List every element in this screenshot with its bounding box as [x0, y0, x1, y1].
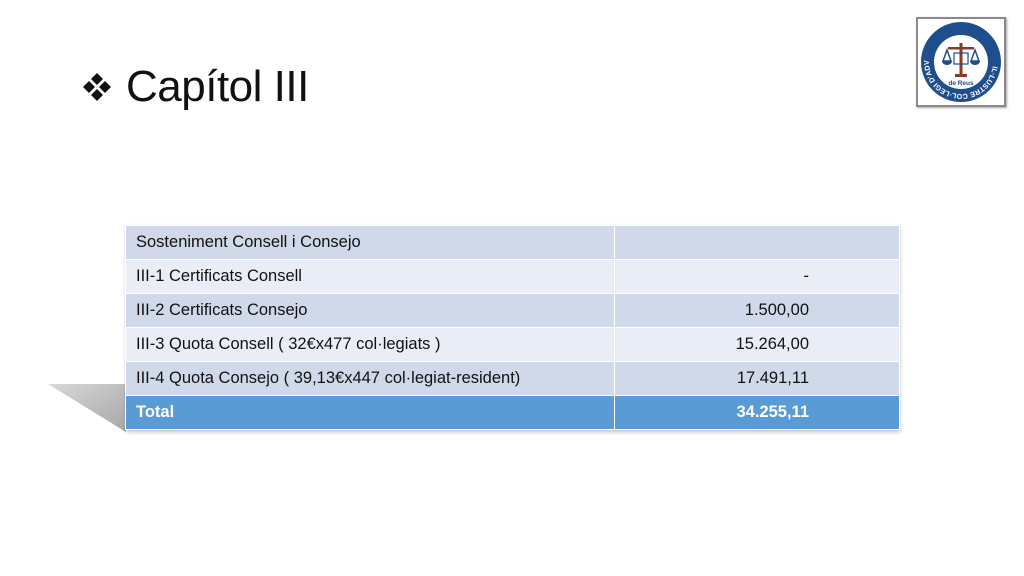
budget-table: Sosteniment Consell i Consejo III-1 Cert…	[125, 225, 900, 430]
logo-bottom-text: de Reus	[948, 80, 974, 87]
table-row: III-2 Certificats Consejo 1.500,00	[125, 293, 900, 328]
table-cell-label: III-3 Quota Consell ( 32€x477 col·legiat…	[125, 327, 615, 362]
table-cell-value: -	[614, 259, 900, 294]
total-label: Total	[125, 395, 615, 430]
table-row: III-3 Quota Consell ( 32€x477 col·legiat…	[125, 327, 900, 362]
table-cell-label: III-2 Certificats Consejo	[125, 293, 615, 328]
table-cell-label: Sosteniment Consell i Consejo	[125, 225, 615, 260]
table-row: III-4 Quota Consejo ( 39,13€x447 col·leg…	[125, 361, 900, 396]
table-total-row: Total 34.255,11	[125, 395, 900, 430]
table-row: III-1 Certificats Consell -	[125, 259, 900, 294]
table-header-row: Sosteniment Consell i Consejo	[125, 225, 900, 260]
slide-title-row: Capítol III	[80, 52, 309, 122]
logo-seal-icon: IL·LUSTRE COL·LEGI D'ADVOCATS de Reus	[918, 19, 1001, 102]
table-shadow-decoration	[48, 384, 126, 432]
table-cell-label: III-4 Quota Consejo ( 39,13€x447 col·leg…	[125, 361, 615, 396]
table-cell-value	[614, 225, 900, 260]
bar-association-logo: IL·LUSTRE COL·LEGI D'ADVOCATS de Reus	[916, 17, 1006, 107]
total-value: 34.255,11	[614, 395, 900, 430]
table-cell-label: III-1 Certificats Consell	[125, 259, 615, 294]
slide-title: Capítol III	[126, 62, 309, 111]
table-cell-value: 17.491,11	[614, 361, 900, 396]
diamond-bullet-icon	[83, 73, 111, 101]
table-cell-value: 15.264,00	[614, 327, 900, 362]
scales-of-justice-icon	[941, 43, 981, 77]
table-cell-value: 1.500,00	[614, 293, 900, 328]
